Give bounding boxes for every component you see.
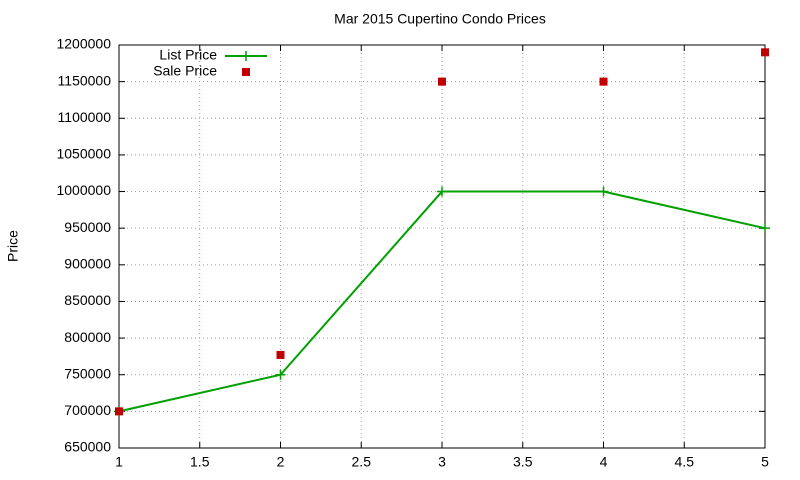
x-tick-label: 3.5 [513, 454, 533, 470]
chart-title: Mar 2015 Cupertino Condo Prices [334, 11, 546, 27]
y-tick-label: 800000 [64, 329, 111, 345]
x-tick-label: 4.5 [675, 454, 695, 470]
y-tick-label: 1000000 [56, 182, 111, 198]
point-marker [241, 51, 251, 61]
point-marker [275, 369, 286, 380]
x-tick-label: 5 [761, 454, 769, 470]
point-marker [598, 186, 609, 197]
point-marker [115, 407, 123, 416]
point-marker [761, 48, 769, 57]
point-marker [438, 77, 446, 86]
legend-label: Sale Price [153, 63, 217, 79]
x-tick-label: 1.5 [190, 454, 210, 470]
x-tick-label: 2.5 [352, 454, 372, 470]
y-tick-label: 1200000 [56, 36, 111, 52]
plot-frame [118, 44, 766, 449]
y-tick-label: 950000 [64, 219, 111, 235]
point-marker [437, 186, 447, 197]
x-tick-label: 4 [600, 454, 608, 470]
y-tick-label: 850000 [64, 292, 111, 308]
point-marker [760, 223, 770, 234]
x-tick-label: 1 [115, 454, 123, 470]
y-tick-label: 650000 [64, 439, 111, 455]
y-axis-label: Price [5, 230, 21, 262]
y-tick-label: 750000 [64, 365, 111, 381]
y-tick-label: 700000 [64, 402, 111, 418]
point-marker [599, 77, 608, 86]
y-tick-label: 1050000 [56, 146, 111, 162]
y-tick-label: 1150000 [58, 72, 112, 88]
point-marker [242, 68, 250, 76]
y-tick-label: 900000 [64, 256, 111, 272]
x-tick-label: 3 [438, 454, 446, 470]
point-marker [276, 350, 285, 359]
x-tick-label: 2 [277, 454, 285, 470]
legend-label: List Price [159, 47, 217, 63]
y-tick-label: 1100000 [58, 109, 112, 125]
